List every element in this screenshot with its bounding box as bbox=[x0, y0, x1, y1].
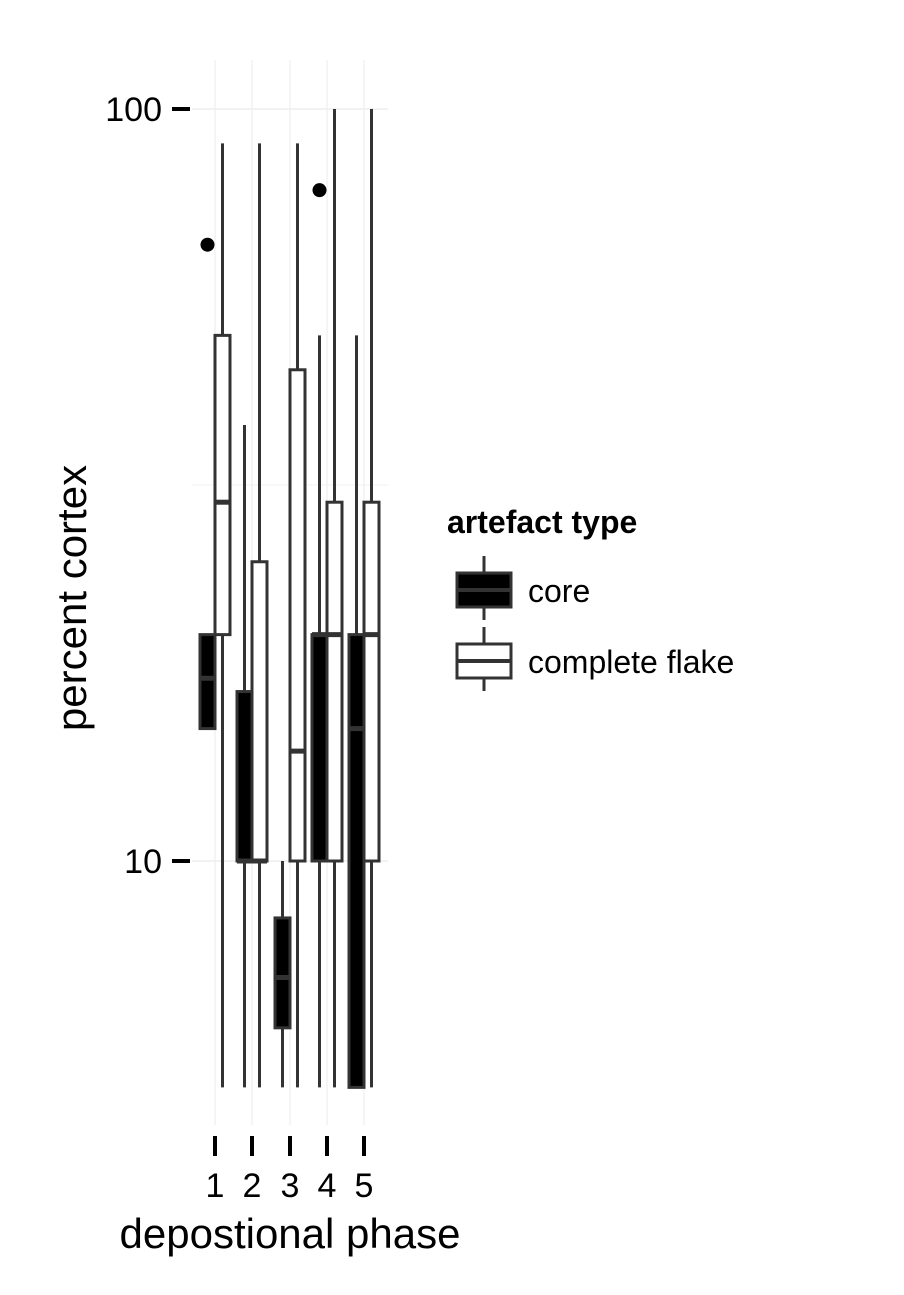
box-body bbox=[273, 916, 292, 1030]
y-axis: 10 100 bbox=[105, 91, 190, 881]
x-tick-label-2: 2 bbox=[243, 1167, 262, 1205]
box-core-3 bbox=[273, 861, 292, 1088]
box-body bbox=[213, 333, 232, 637]
box-body bbox=[362, 500, 381, 863]
boxes bbox=[198, 109, 381, 1089]
y-tick-label-10: 10 bbox=[124, 843, 162, 881]
x-tick-label-5: 5 bbox=[355, 1167, 374, 1205]
box-body bbox=[325, 500, 344, 863]
box-body bbox=[347, 633, 366, 1089]
x-axis-title: depostional phase bbox=[120, 1210, 461, 1257]
box-core-5 bbox=[347, 335, 366, 1089]
x-tick-label-1: 1 bbox=[206, 1167, 225, 1205]
box-complete-flake-3 bbox=[288, 143, 307, 1088]
box-body bbox=[235, 690, 254, 863]
box-body bbox=[288, 368, 307, 863]
x-tick-label-4: 4 bbox=[318, 1167, 337, 1205]
box-body bbox=[310, 633, 329, 863]
legend: artefact type core complete flake bbox=[447, 504, 734, 691]
box-complete-flake-2 bbox=[250, 143, 269, 1088]
legend-label-complete-flake: complete flake bbox=[528, 644, 734, 680]
box-complete-flake-5 bbox=[362, 109, 381, 1088]
x-tick-label-3: 3 bbox=[281, 1167, 300, 1205]
box-core-1 bbox=[198, 237, 217, 731]
outlier-point bbox=[200, 237, 215, 252]
y-tick-label-100: 100 bbox=[105, 91, 162, 129]
outlier-point bbox=[312, 183, 327, 198]
box-core-4 bbox=[310, 183, 329, 1088]
legend-key-core: core bbox=[455, 556, 590, 620]
box-body bbox=[250, 560, 269, 863]
legend-key-complete-flake: complete flake bbox=[455, 627, 734, 691]
legend-title: artefact type bbox=[447, 504, 637, 540]
box-core-2 bbox=[235, 425, 254, 1088]
legend-label-core: core bbox=[528, 573, 590, 609]
y-axis-title: percent cortex bbox=[48, 465, 95, 731]
box-body bbox=[198, 633, 217, 731]
box-complete-flake-4 bbox=[325, 109, 344, 1088]
box-complete-flake-1 bbox=[213, 143, 232, 1088]
